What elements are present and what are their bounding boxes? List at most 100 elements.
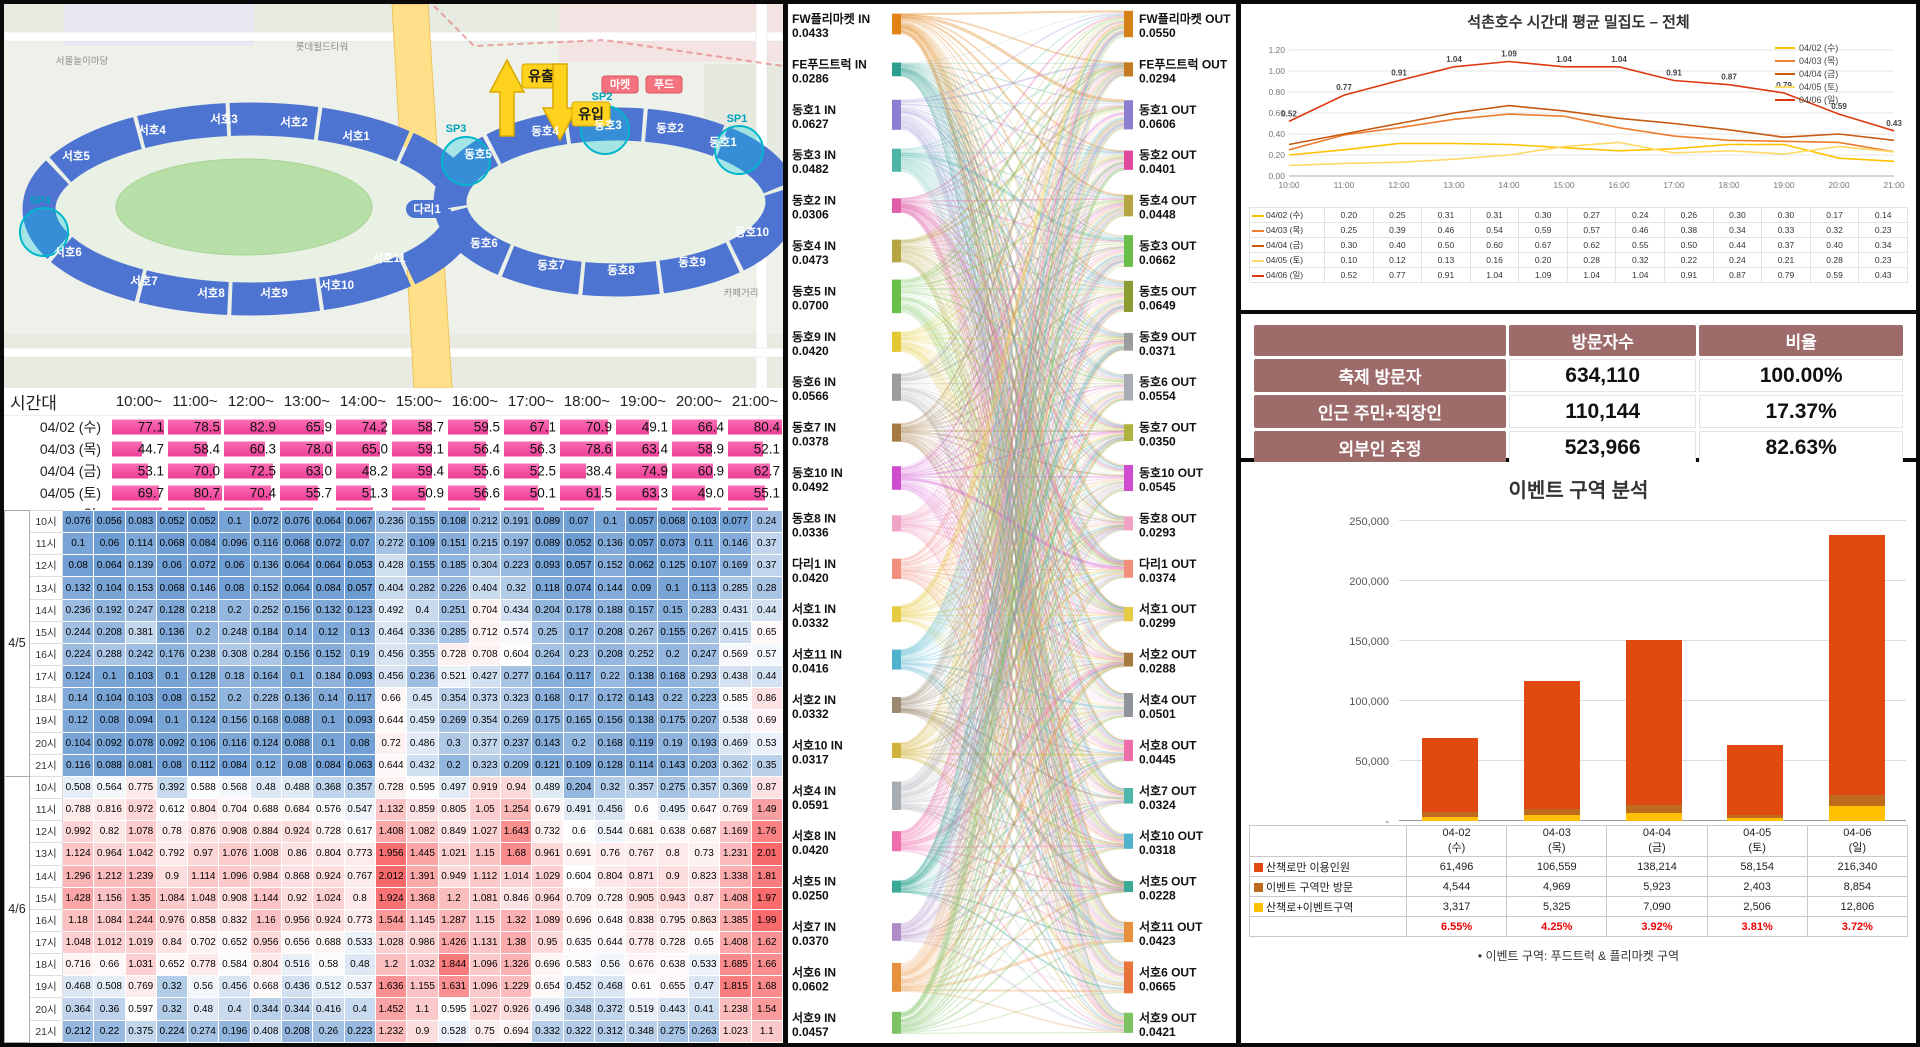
time-table-cell: 56.4 [447,438,503,460]
event-percent-cell: 3.72% [1806,916,1909,937]
density-value: 59.4 [417,463,444,479]
heatmap-cell: 0.052 [562,532,596,556]
heatmap-cell: 1.019 [124,930,157,955]
heatmap-cell: 1.338 [719,864,752,888]
heatmap-cell: 0.612 [155,798,189,822]
sankey-node-value: 0.0433 [792,26,829,40]
time-table-cell: 58.9 [671,438,727,460]
sankey-node-name: 서호8 OUT [1139,737,1197,752]
legend-entry: 04/02 (수) [1799,43,1838,53]
heatmap-cell: 1.685 [719,953,752,977]
density-value: 78.0 [305,441,332,457]
heatmap-cell: 0.156 [594,709,627,733]
heatmap-cell: 0.208 [93,620,126,644]
heatmap-cell: 0.248 [218,620,251,644]
time-table-row-label: 04/03 (목) [39,441,101,457]
heatmap-cell: 0.124 [249,731,283,755]
sankey-node-value: 0.0550 [1139,26,1176,40]
visitor-summary-panel: 방문자수 비율 축제 방문자 634,110 100.00% 인근 주민+직장인… [1241,314,1916,464]
heatmap-cell: 0.48 [249,775,283,800]
heatmap-cell: 0.547 [343,798,376,822]
legend-dash-icon [1252,229,1264,232]
density-bar [224,441,265,457]
heatmap-cell: 0.1 [218,509,251,534]
heatmap-cell: 0.193 [687,731,721,755]
sankey-node-value: 0.0401 [1139,162,1176,176]
density-table-cell: 0.28 [1566,252,1617,268]
heatmap-cell: 1.38 [500,930,533,955]
heatmap-cell: 0.068 [281,532,314,556]
heatmap-cell: 0.084 [187,532,220,556]
heatmap-day-label: 4/5 [4,510,30,777]
heatmap-cell: 0.868 [281,864,314,888]
sankey-node-name: 동호6 OUT [1139,375,1197,389]
map-zone-label: 서호7 [130,274,158,288]
line-series [1288,104,1895,146]
heatmap-cell: 1.385 [719,908,752,932]
sankey-node-name: 서호1 IN [792,601,836,616]
heatmap-cell: 1.16 [249,908,283,932]
legend-entry: 04/05 (토) [1799,82,1838,92]
heatmap-cell: 0.112 [187,753,220,777]
heatmap-cell: 0.95 [531,930,564,955]
density-value: 59.5 [473,419,500,435]
heatmap-cell: 0.652 [155,953,189,977]
heatmap-cell: 0.12 [61,709,95,733]
heatmap-cell: 0.155 [656,620,689,644]
sankey-node-out [1124,373,1133,401]
heatmap-cell: 1.021 [437,842,470,866]
sankey-node-name: 서호11 OUT [1139,919,1203,934]
event-zone-panel: 이벤트 구역 분석 - 50,000 100,000 150,000 200,000 25… [1241,462,1916,1043]
heatmap-cell: 0.24 [750,509,784,534]
heatmap-cell: 0.456 [374,642,408,667]
sankey-node-name: 서호9 OUT [1139,1010,1197,1025]
time-table-cell: 55.7 [279,482,335,504]
density-table-cell: 0.14 [1858,207,1908,223]
heatmap-cell: 0.184 [249,620,283,644]
heatmap-cell: 1.031 [124,953,157,977]
heatmap-hour-label: 10시 [29,509,63,534]
sankey-node-in [892,13,901,35]
sankey-node-name: 서호5 IN [792,874,836,889]
heatmap-cell: 1.62 [750,930,784,955]
heatmap-cell: 0.415 [719,620,752,644]
heatmap-cell: 1.54 [750,997,784,1021]
heatmap-cell: 1.924 [374,886,408,910]
heatmap-cell: 0.092 [93,731,126,755]
density-value: 55.1 [753,485,780,501]
heatmap-cell: 0.392 [155,775,189,800]
time-table-cell: 70.9 [559,416,615,439]
heatmap-cell: 0.204 [531,598,564,622]
sankey-node-out [1124,62,1133,77]
heatmap-cell: 1.042 [124,842,157,866]
heatmap-cell: 0.644 [594,930,627,955]
heatmap-cell: 0.264 [531,642,564,667]
heatmap-hour-label: 21시 [29,1019,63,1044]
sankey-node-value: 0.0371 [1139,344,1176,358]
heatmap-cell: 1.1 [750,1019,784,1044]
heatmap-cell: 0.238 [187,642,220,667]
sankey-node-out [1124,961,1133,994]
sankey-node-value: 0.0294 [1139,71,1176,85]
density-bar [280,419,325,435]
heatmap-cell: 0.106 [187,731,220,755]
sankey-node-name: 서호5 OUT [1139,874,1197,889]
heatmap-cell: 1.287 [437,908,470,932]
sankey-links [900,10,1125,1034]
map-zone-label: 서호8 [197,286,225,300]
visitor-row-festival-count: 634,110 [1509,359,1697,392]
heatmap-cell: 0.08 [155,753,189,777]
event-value-cell: 5,923 [1606,876,1708,897]
sankey-node-name: 서호1 OUT [1139,601,1197,616]
heatmap-cell: 1.32 [500,908,533,932]
heatmap-cell: 0.277 [500,665,533,689]
heatmap-cell: 0.648 [594,908,627,932]
density-table-cell: 0.52 [1324,267,1374,283]
heatmap-cell: 0.32 [594,775,627,800]
sankey-node-in [892,148,901,172]
heatmap-cell: 0.064 [281,576,314,600]
legend-square-icon [1254,862,1263,872]
heatmap-cell: 1.027 [468,997,502,1021]
heatmap-cell: 0.533 [687,953,721,977]
heatmap-cell: 0.369 [719,775,752,800]
